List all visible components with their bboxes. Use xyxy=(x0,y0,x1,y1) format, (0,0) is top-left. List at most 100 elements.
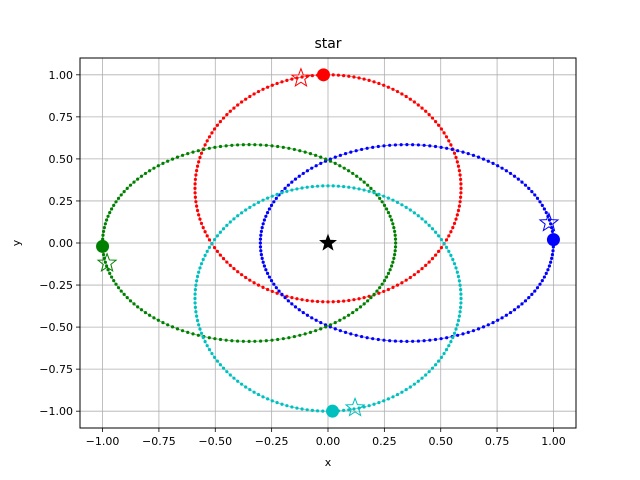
orbit-point xyxy=(400,92,404,96)
orbit-point xyxy=(400,281,404,285)
orbit-point xyxy=(170,325,175,329)
orbit-point xyxy=(285,189,289,193)
orbit-point xyxy=(388,339,392,343)
orbit-point xyxy=(358,305,363,309)
orbit-point xyxy=(196,149,200,153)
orbit-point xyxy=(252,390,256,394)
orbit-point xyxy=(252,92,256,96)
orbit-point xyxy=(491,161,495,166)
orbit-point xyxy=(321,409,325,413)
orbit-point xyxy=(456,208,461,213)
orbit-point xyxy=(125,296,129,300)
orbit-point xyxy=(551,249,555,253)
orbit-point xyxy=(386,196,390,200)
orbit-point xyxy=(274,286,278,290)
orbit-point xyxy=(295,187,299,191)
orbit-point xyxy=(354,333,358,337)
orbit-point xyxy=(342,408,346,413)
orbit-point xyxy=(355,308,359,312)
orbit-point xyxy=(224,338,228,342)
orbit-point xyxy=(270,144,274,148)
orbit-point xyxy=(369,296,373,300)
orbit-point xyxy=(315,184,320,188)
y-ticks: −1.00 −0.75 −0.50 −0.25 0.00 0.25 0.50 0.75 1.00 xyxy=(39,69,80,418)
orbit-point xyxy=(310,299,314,303)
orbit-point xyxy=(232,267,236,271)
orbit-point xyxy=(420,217,424,221)
orbit-point xyxy=(156,318,160,322)
orbit-point xyxy=(471,153,476,157)
orbit-point xyxy=(290,77,294,81)
orbit-point xyxy=(430,227,435,231)
orbit-point xyxy=(481,325,486,329)
orbit-point xyxy=(458,283,462,287)
orbit-point xyxy=(411,339,415,343)
orbit-point xyxy=(455,213,459,217)
x-ticks: −1.00 −0.75 −0.50 −0.25 0.00 0.25 0.50 0.75 1.00 xyxy=(86,428,566,448)
orbit-point xyxy=(451,335,455,340)
orbit-point xyxy=(391,87,395,91)
orbit-point xyxy=(393,229,397,234)
orbit-point xyxy=(449,340,453,344)
orbit-point xyxy=(544,210,548,215)
orbit-point xyxy=(236,103,240,107)
orbit-point xyxy=(523,183,528,187)
orbit-point xyxy=(261,285,265,289)
orbit-point xyxy=(342,316,346,320)
orbit-point xyxy=(416,143,421,147)
orbit-point xyxy=(277,289,281,293)
orbit-point xyxy=(300,186,304,190)
orbit-point xyxy=(108,210,112,215)
orbit-point xyxy=(342,299,346,303)
orbit-point xyxy=(445,146,449,150)
y-axis-label: y xyxy=(10,239,23,246)
orbit-point xyxy=(428,144,432,148)
orbit-point xyxy=(218,120,222,124)
orbit-track xyxy=(100,143,398,343)
orbit-point xyxy=(434,253,438,257)
orbit-point xyxy=(520,180,524,184)
orbit-point xyxy=(207,245,212,249)
star-marker xyxy=(96,252,118,273)
orbit-point xyxy=(454,327,458,331)
orbit-point xyxy=(215,359,219,363)
orbit-point xyxy=(305,169,310,173)
orbit-track xyxy=(193,73,463,304)
orbit-point xyxy=(205,234,209,238)
body-marker xyxy=(326,404,340,418)
orbit-point xyxy=(382,194,386,198)
orbit-point xyxy=(424,220,428,224)
orbit-point xyxy=(198,217,202,221)
orbit-point xyxy=(452,151,457,155)
orbit-point xyxy=(236,270,240,274)
orbit-point xyxy=(377,81,381,86)
orbit-point xyxy=(281,337,285,341)
x-tick-label: −0.75 xyxy=(142,435,176,448)
orbit-point xyxy=(358,177,363,181)
orbit-point xyxy=(195,208,200,213)
orbit-point xyxy=(218,230,222,234)
orbit-point xyxy=(170,157,175,161)
orbit-point xyxy=(508,310,513,315)
orbit-point xyxy=(225,260,229,264)
orbit-point xyxy=(439,145,443,149)
orbit-point xyxy=(500,316,504,320)
orbit-point xyxy=(213,145,217,149)
orbit-point xyxy=(382,144,386,148)
orbit-point xyxy=(203,230,207,234)
orbit-point xyxy=(261,198,265,202)
orbit-point xyxy=(530,292,534,297)
orbit-point xyxy=(221,227,226,231)
orbit-point xyxy=(346,313,351,317)
orbit-point xyxy=(207,238,212,242)
orbit-point xyxy=(315,409,320,413)
orbit-point xyxy=(347,185,351,189)
orbit-point xyxy=(420,267,424,271)
orbit-point xyxy=(430,116,435,120)
orbit-point xyxy=(382,338,386,342)
orbit-point xyxy=(236,379,240,383)
orbit-point xyxy=(388,214,392,218)
y-tick-label: −0.75 xyxy=(39,363,73,376)
orbit-point xyxy=(404,205,408,209)
x-tick-label: 0.00 xyxy=(316,435,341,448)
